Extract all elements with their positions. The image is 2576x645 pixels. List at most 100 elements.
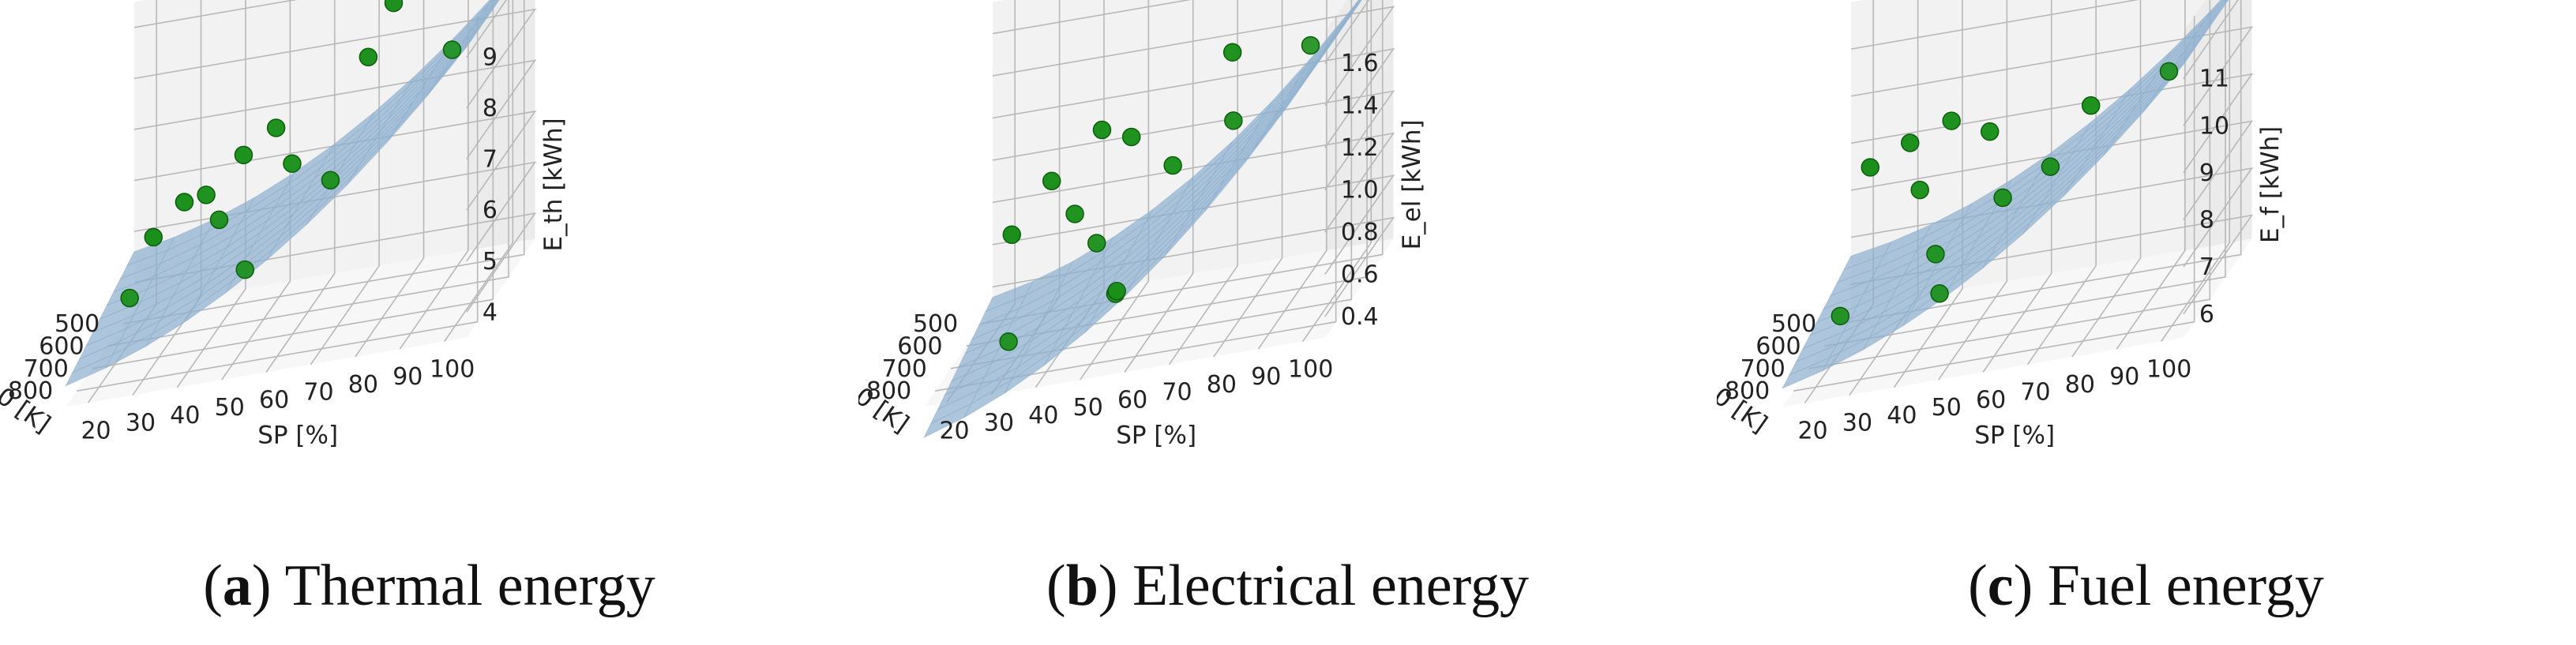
- y-tick-label: 600: [1756, 332, 1801, 360]
- x-axis-label: SP [%]: [1116, 421, 1196, 449]
- data-point: [1042, 171, 1061, 191]
- z-axis-label: E_f [kWh]: [2256, 126, 2285, 243]
- z-tick-label: 1.6: [1341, 50, 1379, 77]
- x-gridline: [1938, 0, 2008, 381]
- z-gridline: [992, 6, 1395, 107]
- y-tick-label: 500: [1771, 310, 1816, 338]
- x-gridline: [265, 0, 336, 373]
- z-gridline: [992, 132, 1395, 233]
- z-tick-label: 6: [483, 197, 498, 224]
- data-point: [1301, 36, 1320, 55]
- y-gridline: [123, 0, 525, 324]
- data-point: [1942, 111, 1961, 130]
- z-tick-label: 1.0: [1341, 177, 1379, 204]
- x-gridline: [355, 0, 425, 358]
- caption-c: (c) Fuel energy: [1968, 553, 2324, 618]
- x-tick-label: 100: [2146, 355, 2191, 383]
- fit-surface: [65, 0, 500, 387]
- y-gridline: [1824, 0, 2226, 347]
- y-tick-label: 600: [39, 332, 84, 360]
- x-tick-label: 40: [1028, 402, 1058, 429]
- z-gridline: [1850, 73, 2254, 174]
- data-point: [1910, 180, 1929, 200]
- data-point: [1926, 245, 1945, 264]
- y-gridline: [1793, 16, 2195, 392]
- caption-text-a: Thermal energy: [284, 553, 655, 618]
- x-gridline: [1124, 0, 1194, 373]
- x-gridline: [310, 0, 380, 366]
- z-gridline: [1850, 26, 2254, 126]
- z-gridline: [1850, 0, 2239, 80]
- z-tick-label: 5: [483, 248, 498, 276]
- x-tick-label: 60: [1117, 386, 1147, 414]
- y-gridline: [1840, 0, 2242, 324]
- data-point: [321, 171, 340, 190]
- x-tick-label: 30: [984, 410, 1014, 437]
- y-gridline: [966, 0, 1368, 347]
- x-gridline: [1080, 0, 1150, 381]
- data-points: [120, 0, 462, 308]
- x-tick-label: 80: [1207, 371, 1237, 399]
- x-tick-label: 100: [430, 355, 475, 383]
- caption-letter-b: b: [1065, 553, 1098, 618]
- caption-letter-a: a: [222, 553, 252, 618]
- x-gridline: [1893, 0, 1963, 388]
- y-gridline: [935, 16, 1337, 392]
- surface-facet: [1284, 43, 1332, 111]
- y-gridline: [107, 0, 509, 347]
- y-tick-label: 600: [897, 332, 942, 360]
- x-tick-label: 40: [1887, 402, 1917, 429]
- data-point: [1861, 158, 1880, 177]
- z-tick-label: 11: [2199, 66, 2229, 93]
- data-point: [1065, 204, 1084, 223]
- x-tick-label: 100: [1288, 355, 1333, 383]
- caption-b: (b) Electrical energy: [1046, 553, 1529, 618]
- y-tick-label: 800: [1725, 377, 1770, 405]
- data-point: [235, 260, 255, 279]
- z-tick-label: 0.8: [1341, 219, 1379, 246]
- x-tick-label: 90: [392, 363, 422, 391]
- data-point: [1900, 133, 1920, 152]
- y-tick-label: 800: [866, 377, 911, 405]
- z-gridline: [133, 59, 537, 160]
- z-tick-label: 7: [2199, 253, 2214, 281]
- z-tick-label: 1.2: [1341, 134, 1379, 162]
- data-point: [175, 193, 194, 212]
- data-point: [209, 210, 229, 230]
- x-axis-label: SP [%]: [1974, 421, 2055, 449]
- x-tick-label: 20: [939, 417, 969, 444]
- z-tick-label: 7: [483, 146, 498, 174]
- x-gridline: [1213, 0, 1283, 358]
- z-gridline: [992, 47, 1395, 148]
- x-gridline: [444, 0, 514, 342]
- x-tick-label: 20: [81, 417, 111, 444]
- x-gridline: [2026, 0, 2097, 366]
- data-point: [1163, 156, 1182, 175]
- z-gridline: [133, 110, 537, 211]
- data-point: [234, 145, 253, 165]
- z-gridline: [992, 174, 1395, 275]
- data-point: [359, 47, 378, 67]
- data-point: [120, 288, 139, 308]
- data-point: [1002, 225, 1022, 245]
- data-point: [144, 227, 163, 247]
- x-tick-label: 30: [1842, 410, 1872, 437]
- panel-b: 20 30 40 50 60 70 80 90 100 500 600 700 800 0.4 0.6 0.8…: [858, 0, 1717, 645]
- y-gridline: [77, 16, 479, 392]
- data-point: [266, 118, 286, 137]
- data-point: [1930, 284, 1949, 303]
- x-tick-label: 20: [1797, 417, 1827, 444]
- y-tick-label: 700: [1740, 355, 1786, 383]
- data-point: [999, 332, 1018, 351]
- data-point: [2159, 62, 2179, 81]
- z-gridline: [133, 8, 537, 109]
- data-point: [1224, 111, 1243, 130]
- x-tick-label: 50: [1932, 394, 1962, 422]
- y-tick-label: 700: [24, 355, 69, 383]
- data-point: [1107, 281, 1126, 301]
